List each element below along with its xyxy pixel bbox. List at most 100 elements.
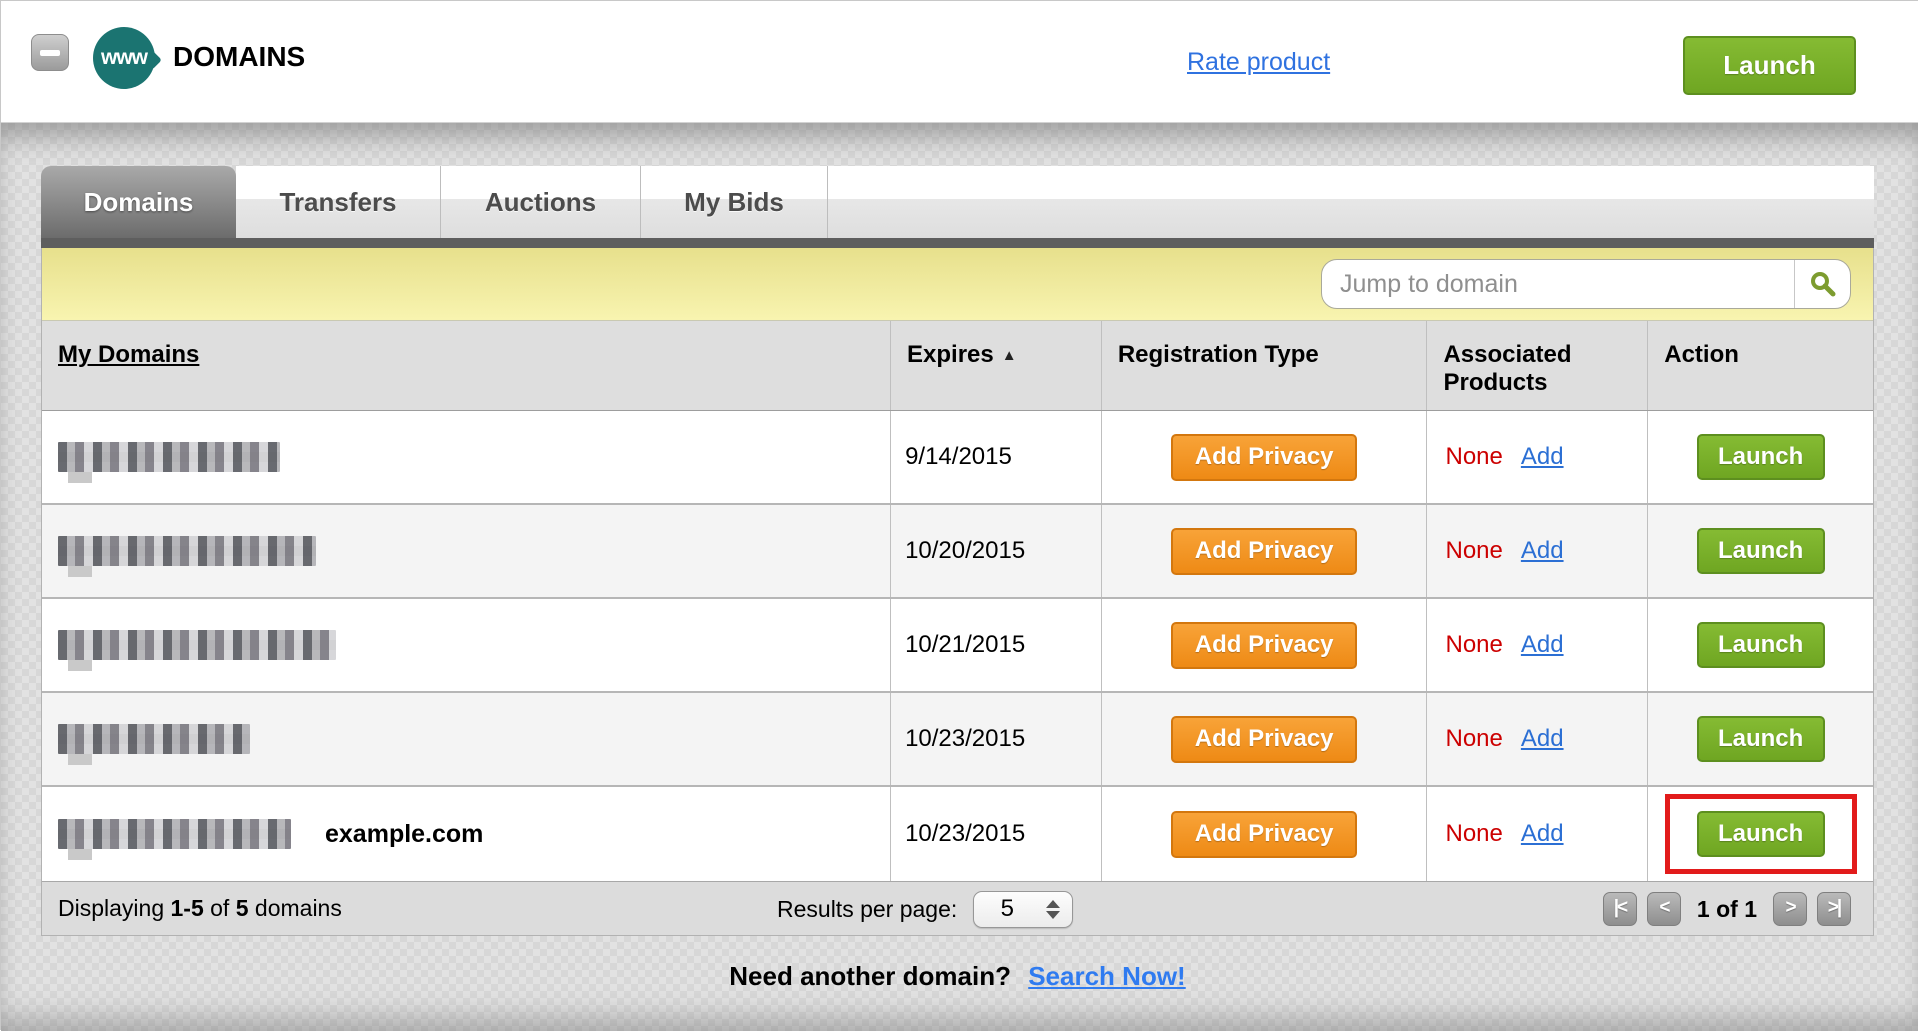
table-row: 9/14/2015 Add Privacy None Add Launch	[42, 411, 1873, 505]
table-footer: Displaying 1-5 of 5 domains Results per …	[42, 881, 1873, 935]
launch-button-row[interactable]: Launch	[1696, 622, 1825, 668]
results-per-page-label: Results per page:	[777, 895, 958, 922]
associated-add-link[interactable]: Add	[1520, 631, 1564, 658]
next-page-button[interactable]: >	[1773, 892, 1807, 926]
associated-products-cell: None Add	[1426, 411, 1647, 503]
associated-add-link[interactable]: Add	[1520, 443, 1564, 470]
associated-add-link[interactable]: Add	[1520, 820, 1564, 847]
associated-products-cell: None Add	[1426, 505, 1647, 597]
my-domains-sort-link[interactable]: My Domains	[58, 341, 200, 368]
associated-add-link[interactable]: Add	[1520, 537, 1564, 564]
per-page-value: 5	[1000, 895, 1014, 922]
associated-products-cell: None Add	[1426, 599, 1647, 691]
www-icon: www	[100, 46, 148, 69]
results-per-page-select[interactable]: 5	[973, 890, 1074, 928]
associated-products-cell: None Add	[1426, 693, 1647, 785]
column-header-my-domains: My Domains	[42, 321, 890, 410]
table-header-row: My Domains Expires ▲ Registration Type As…	[42, 321, 1873, 411]
table-row: 10/20/2015 Add Privacy None Add Launch	[42, 505, 1873, 599]
registration-type-cell: Add Privacy	[1100, 787, 1427, 881]
search-icon	[1810, 272, 1835, 297]
domains-panel: My Domains Expires ▲ Registration Type As…	[41, 248, 1874, 936]
table-row: 10/23/2015 Add Privacy None Add Launch	[42, 693, 1873, 787]
tab-bar-underline	[41, 238, 1874, 248]
app-header: www DOMAINS Rate product Launch	[1, 1, 1918, 123]
search-input[interactable]	[1322, 260, 1794, 308]
select-stepper-icon	[1040, 899, 1066, 919]
first-page-button[interactable]: |<	[1602, 892, 1637, 926]
column-header-associated-products: Associated Products	[1426, 321, 1647, 410]
registration-type-cell: Add Privacy	[1100, 599, 1427, 691]
associated-add-link[interactable]: Add	[1520, 725, 1564, 752]
table-body: 9/14/2015 Add Privacy None Add Launch 10…	[42, 411, 1873, 881]
need-another-domain-line: Need another domain? Search Now!	[41, 961, 1874, 992]
tab-auctions[interactable]: Auctions	[441, 166, 641, 238]
associated-products-cell: None Add	[1426, 787, 1647, 881]
need-another-domain-text: Need another domain?	[729, 961, 1011, 991]
launch-button-row[interactable]: Launch	[1696, 434, 1825, 480]
expires-cell: 10/23/2015	[890, 693, 1101, 785]
table-row: example.com 10/23/2015 Add Privacy None …	[42, 787, 1873, 881]
total-value: 5	[235, 895, 249, 921]
results-per-page-group: Results per page: 5	[777, 882, 1074, 936]
launch-button-row[interactable]: Launch	[1696, 811, 1825, 857]
expires-cell: 10/23/2015	[890, 787, 1101, 881]
add-privacy-button[interactable]: Add Privacy	[1171, 527, 1358, 575]
action-cell: Launch	[1647, 411, 1873, 503]
domain-annotation-label: example.com	[325, 819, 484, 848]
tab-bar: Domains Transfers Auctions My Bids	[41, 166, 1874, 238]
last-page-button[interactable]: >|	[1817, 892, 1851, 926]
tab-filler	[828, 166, 1874, 238]
domain-cell	[42, 411, 890, 503]
column-header-expires[interactable]: Expires ▲	[890, 321, 1101, 410]
tab-domains[interactable]: Domains	[41, 166, 236, 238]
domain-cell	[42, 599, 890, 691]
rate-product-link[interactable]: Rate product	[1187, 48, 1331, 76]
expires-cell: 9/14/2015	[890, 411, 1101, 503]
action-cell: Launch	[1647, 505, 1873, 597]
column-header-registration-type: Registration Type	[1100, 321, 1427, 410]
minimize-button[interactable]	[31, 34, 69, 71]
registration-type-cell: Add Privacy	[1100, 505, 1427, 597]
redacted-domain-name	[58, 819, 291, 860]
associated-none-value: None	[1445, 443, 1503, 470]
associated-none-value: None	[1445, 537, 1503, 564]
associated-none-value: None	[1445, 631, 1503, 658]
table-row: 10/21/2015 Add Privacy None Add Launch	[42, 599, 1873, 693]
add-privacy-button[interactable]: Add Privacy	[1171, 621, 1358, 669]
domain-cell	[42, 693, 890, 785]
sort-asc-icon: ▲	[1001, 347, 1017, 364]
launch-button-header[interactable]: Launch	[1683, 36, 1856, 95]
tab-my-bids[interactable]: My Bids	[641, 166, 828, 238]
column-header-action: Action	[1647, 321, 1873, 410]
pagination: |< < 1 of 1 > >|	[1602, 882, 1851, 936]
launch-button-row[interactable]: Launch	[1696, 528, 1825, 574]
redacted-domain-name	[58, 724, 250, 765]
search-now-link[interactable]: Search Now!	[1028, 961, 1186, 991]
action-cell: Launch	[1647, 599, 1873, 691]
action-cell: Launch	[1647, 693, 1873, 785]
displaying-count-text: Displaying 1-5 of 5 domains	[58, 895, 342, 921]
domains-product-icon: www	[93, 27, 155, 89]
registration-type-cell: Add Privacy	[1100, 693, 1427, 785]
registration-type-cell: Add Privacy	[1100, 411, 1427, 503]
page-status: 1 of 1	[1696, 895, 1757, 922]
action-cell: Launch	[1647, 787, 1873, 881]
previous-page-button[interactable]: <	[1646, 892, 1681, 926]
search-bar-strip	[42, 248, 1873, 321]
associated-none-value: None	[1445, 725, 1503, 752]
add-privacy-button[interactable]: Add Privacy	[1171, 433, 1358, 481]
redacted-domain-name	[58, 630, 336, 671]
search-button[interactable]	[1794, 260, 1850, 308]
expires-label: Expires	[907, 341, 994, 368]
add-privacy-button[interactable]: Add Privacy	[1171, 810, 1358, 858]
minus-icon	[40, 50, 60, 56]
expires-cell: 10/20/2015	[890, 505, 1101, 597]
tab-transfers[interactable]: Transfers	[236, 166, 441, 238]
domain-cell	[42, 505, 890, 597]
launch-button-row[interactable]: Launch	[1696, 716, 1825, 762]
jump-to-domain-searchbox	[1321, 259, 1851, 309]
add-privacy-button[interactable]: Add Privacy	[1171, 715, 1358, 763]
range-value: 1-5	[170, 895, 204, 921]
domain-cell: example.com	[42, 787, 890, 881]
